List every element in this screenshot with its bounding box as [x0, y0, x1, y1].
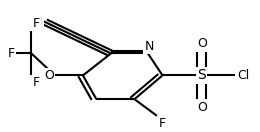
Text: S: S	[197, 68, 206, 82]
Text: N: N	[33, 15, 43, 28]
Text: N: N	[144, 40, 154, 53]
Text: O: O	[197, 101, 207, 114]
Text: F: F	[159, 117, 166, 130]
Text: O: O	[197, 37, 207, 50]
Text: F: F	[32, 76, 40, 89]
Text: Cl: Cl	[238, 69, 250, 82]
Text: F: F	[8, 47, 15, 60]
Text: F: F	[32, 17, 40, 30]
Text: O: O	[44, 69, 54, 82]
